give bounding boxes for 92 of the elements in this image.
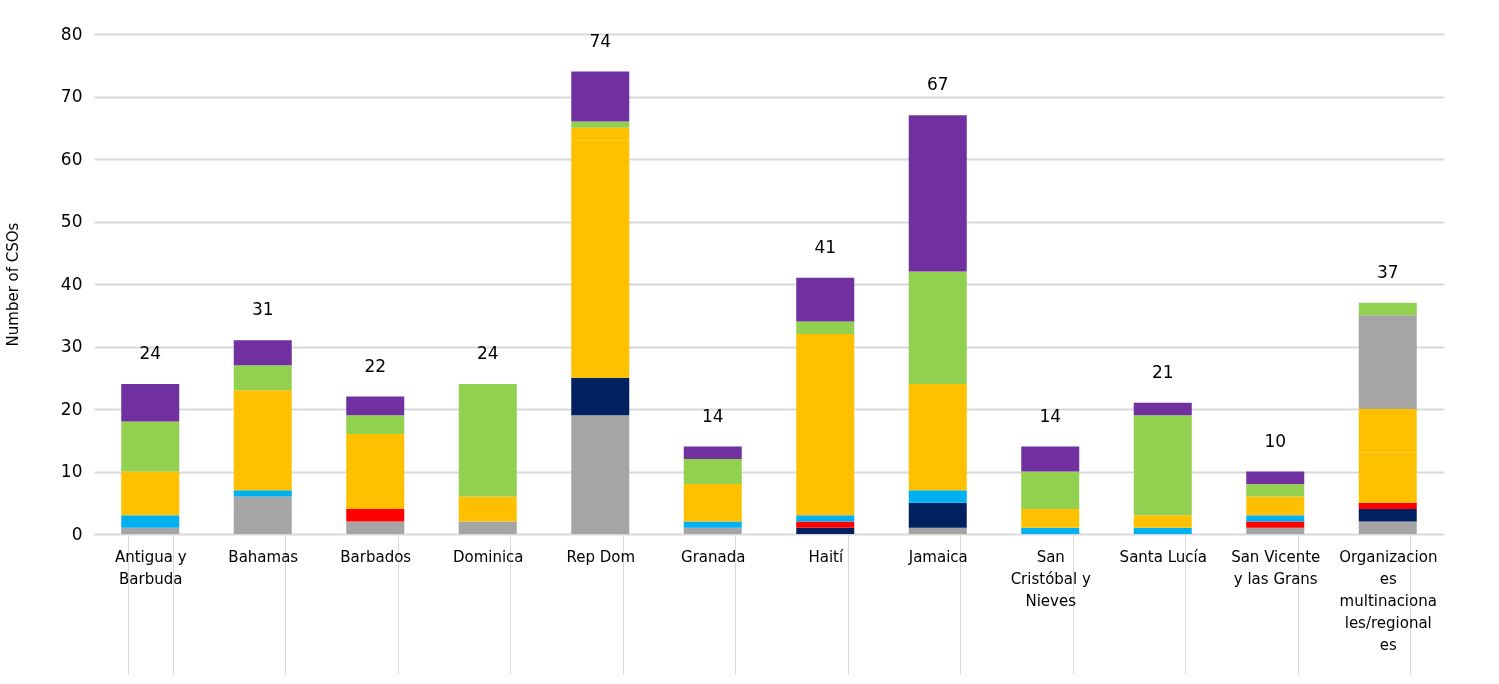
bar: [571, 377, 630, 416]
x-tick-label: San Vicente y las Grans: [1231, 547, 1321, 588]
y-tick-label: 50: [60, 211, 83, 231]
total-label: 14: [701, 405, 724, 426]
bar: [121, 515, 180, 528]
bar: [683, 521, 742, 528]
x-tick-label: Rep Dom: [566, 547, 636, 566]
bar: [346, 509, 405, 522]
bar: [458, 496, 517, 522]
y-tick-label: 20: [60, 398, 83, 419]
bar: [233, 496, 292, 534]
bar: [1358, 315, 1417, 409]
bar: [1358, 521, 1417, 534]
bar: [796, 277, 855, 322]
total-label: 21: [1151, 361, 1174, 382]
y-tick-label: 40: [60, 273, 83, 294]
x-tick-label: San Cristóbal y Nieves: [1010, 547, 1091, 610]
bar: [1133, 415, 1192, 516]
bar: [233, 490, 292, 497]
total-label: 14: [1039, 405, 1062, 426]
total-label: 10: [1264, 430, 1287, 451]
bar: [1246, 496, 1305, 516]
x-tick-label: Haití: [808, 547, 844, 566]
bar: [1021, 527, 1080, 534]
bar: [233, 390, 292, 491]
bar: [1246, 471, 1305, 484]
x-tick-label: Jamaica: [907, 547, 968, 566]
bar: [796, 527, 855, 534]
bar: [908, 502, 967, 528]
bar: [346, 434, 405, 509]
bar: [1246, 484, 1305, 497]
bar: [571, 71, 630, 122]
bar: [683, 527, 742, 534]
total-label: 67: [926, 74, 949, 95]
total-label: 24: [139, 343, 162, 363]
bar: [1358, 502, 1417, 509]
x-tick-label: Bahamas: [228, 547, 299, 566]
bar: [571, 121, 630, 128]
bar: [908, 115, 967, 272]
bar: [233, 365, 292, 391]
bar: [1133, 527, 1192, 534]
bar: [796, 334, 855, 516]
bar: [796, 321, 855, 334]
bar: [1358, 509, 1417, 522]
x-tick-label: Barbados: [340, 547, 412, 566]
x-tick-label: Granada: [681, 547, 746, 566]
x-tick-label: Antigua y Barbuda: [114, 547, 187, 588]
bar: [346, 415, 405, 434]
bar: [1133, 515, 1192, 528]
bar: [233, 340, 292, 366]
bar: [346, 521, 405, 534]
bar: [346, 396, 405, 416]
bar: [796, 521, 855, 528]
bar: [458, 521, 517, 534]
bar: [1021, 471, 1080, 509]
bar: [121, 384, 180, 422]
bar: [908, 527, 967, 534]
bar: [121, 471, 180, 516]
total-label: 41: [814, 236, 837, 257]
bar: [1246, 515, 1305, 522]
y-axis-title: Number of CSOs: [3, 222, 22, 347]
y-tick-label: 0: [71, 523, 83, 544]
bar: [458, 384, 517, 497]
y-tick-label: 80: [60, 23, 83, 44]
bar: [908, 271, 967, 384]
bar: [121, 527, 180, 534]
total-label: 22: [364, 355, 387, 376]
bar: [1021, 446, 1080, 472]
bar: [1246, 521, 1305, 528]
y-tick-label: 70: [60, 86, 83, 106]
bar: [796, 515, 855, 522]
bar: [1021, 509, 1080, 528]
bar: [571, 415, 630, 534]
bar: [908, 384, 967, 491]
x-tick-label: Santa Lucía: [1119, 547, 1207, 566]
x-tick-label: Organizaciones multinacionales/regionales: [1339, 547, 1438, 654]
bar: [121, 421, 180, 472]
y-tick-label: 60: [60, 148, 83, 169]
total-label: 37: [1376, 261, 1399, 282]
y-tick-label: 10: [60, 461, 83, 481]
total-label: 31: [251, 299, 274, 320]
bar: [1246, 527, 1305, 534]
bar: [683, 446, 742, 459]
bar: [683, 484, 742, 522]
bar: [683, 459, 742, 484]
y-tick-label: 30: [60, 336, 83, 356]
total-label: 24: [476, 343, 499, 363]
total-label: 74: [589, 30, 612, 51]
bar: [908, 490, 967, 503]
x-tick-label: Dominica: [452, 547, 524, 566]
bar: [1358, 302, 1417, 316]
bar: [1133, 402, 1192, 416]
